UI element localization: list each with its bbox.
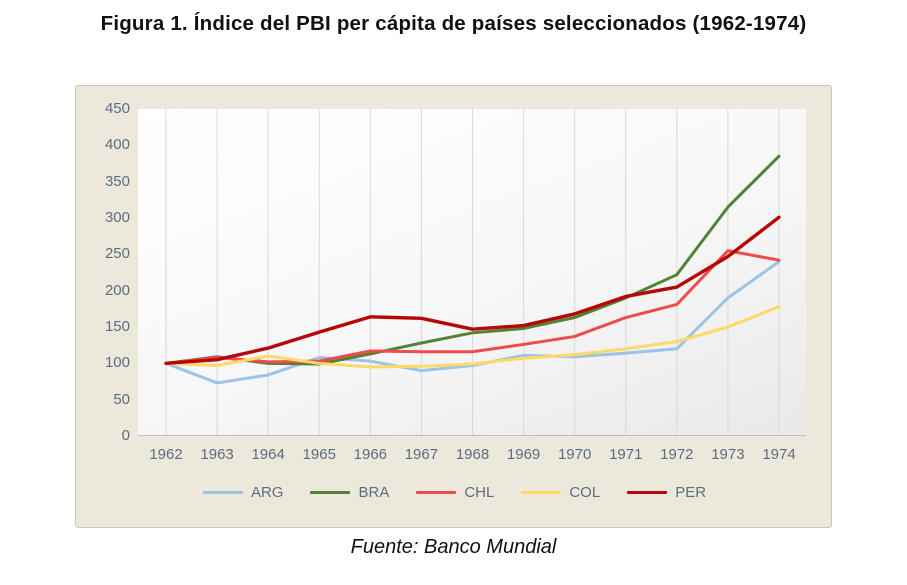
y-tick-label-200: 200 [104, 281, 130, 299]
plot-area [138, 109, 806, 436]
figure-title: Figura 1. Índice del PBI per cápita de p… [100, 12, 807, 35]
legend-item-COL: COL [521, 484, 600, 501]
legend-item-CHL: CHL [416, 484, 494, 501]
series-line-CHL [164, 249, 781, 365]
legend-label-CHL: CHL [464, 484, 495, 501]
y-tick-label-50: 50 [113, 390, 130, 408]
y-tick-label-300: 300 [104, 209, 130, 226]
x-tick-label-1965: 1965 [302, 446, 336, 463]
x-tick-label-1964: 1964 [251, 446, 285, 463]
y-tick-label-450: 450 [104, 100, 130, 117]
legend-item-PER: PER [627, 484, 706, 501]
legend-item-ARG: ARG [202, 484, 284, 501]
series-line-PER [164, 215, 781, 366]
legend-swatch-PER [627, 491, 668, 494]
x-tick-label-1973: 1973 [711, 446, 745, 463]
x-tick-label-1972: 1972 [660, 446, 694, 463]
series-line-COL [164, 305, 781, 369]
legend-swatch-CHL [416, 491, 457, 494]
y-tick-label-400: 400 [104, 136, 130, 154]
legend-swatch-ARG [202, 491, 243, 494]
legend-item-BRA: BRA [310, 484, 389, 501]
source-caption: Fuente: Banco Mundial [350, 536, 557, 558]
x-tick-label-1963: 1963 [200, 446, 234, 463]
legend-label-COL: COL [569, 484, 601, 501]
x-tick-label-1968: 1968 [455, 446, 490, 463]
legend-swatch-COL [521, 491, 562, 494]
x-tick-label-1969: 1969 [506, 446, 541, 463]
y-tick-label-250: 250 [104, 245, 130, 263]
y-tick-label-150: 150 [104, 318, 130, 335]
x-tick-label-1966: 1966 [353, 446, 388, 463]
x-tick-label-1967: 1967 [404, 446, 439, 463]
y-axis-labels: 0 50 100 150 200 250 300 350 400 450 [80, 100, 130, 444]
chart-canvas [138, 109, 806, 436]
y-tick-label-0: 0 [121, 427, 130, 444]
chart-legend: ARG BRA CHL COL PER [76, 484, 833, 501]
x-tick-label-1962: 1962 [149, 446, 183, 463]
x-tick-label-1974: 1974 [762, 446, 796, 463]
y-tick-label-100: 100 [104, 354, 130, 372]
y-tick-label-350: 350 [104, 172, 130, 190]
legend-label-ARG: ARG [250, 484, 284, 501]
legend-label-BRA: BRA [358, 484, 390, 501]
legend-swatch-BRA [310, 491, 351, 494]
chart-panel: 0 50 100 150 200 250 300 350 400 450 1962 1963 1964… [75, 85, 832, 528]
x-tick-label-1971: 1971 [609, 446, 643, 463]
x-tick-label-1970: 1970 [557, 446, 592, 463]
legend-label-PER: PER [675, 484, 707, 501]
